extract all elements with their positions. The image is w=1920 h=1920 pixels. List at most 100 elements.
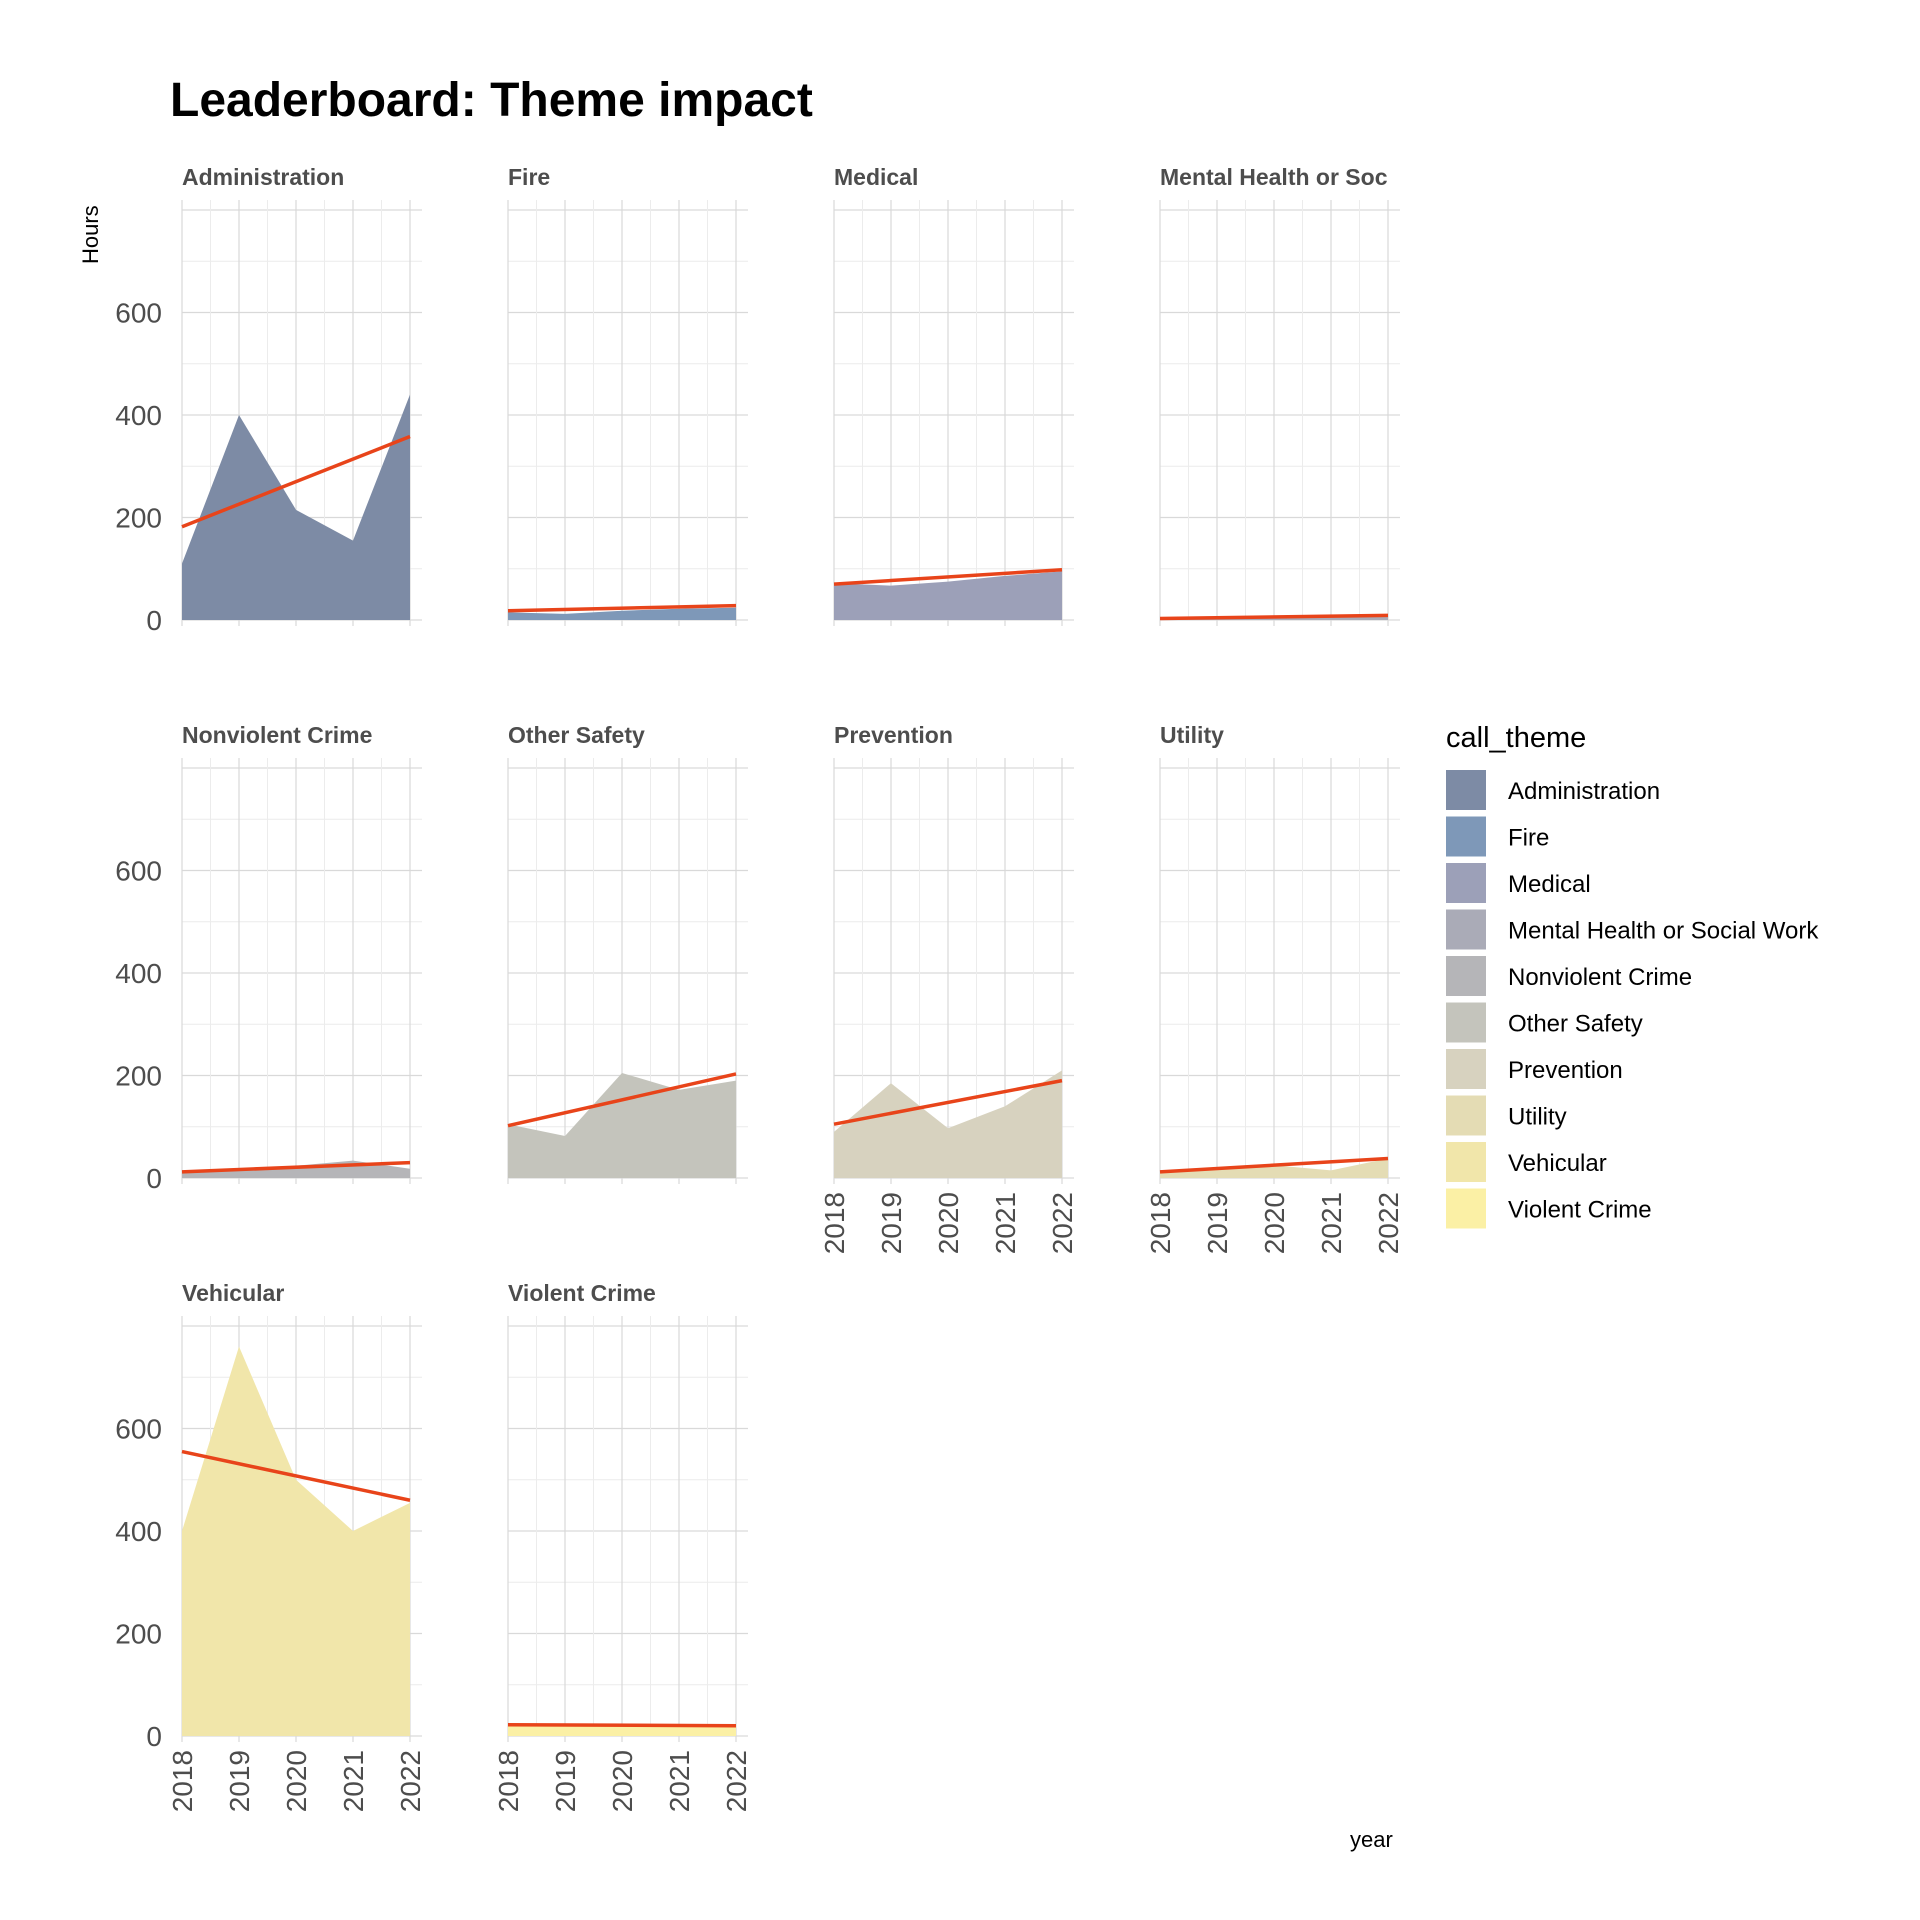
x-tick-label: 2020 [607, 1750, 638, 1812]
facet-panel-prevention: Prevention 2018 2019 2020 2021 2022 [819, 722, 1078, 1254]
facet-strip-label: Violent Crime [508, 1280, 656, 1306]
legend-label: Utility [1508, 1104, 1567, 1131]
x-tick-label: 2018 [819, 1192, 850, 1254]
area-other-safety [508, 1072, 736, 1178]
facet-strip-label: Medical [834, 164, 918, 190]
x-tick-label: 2021 [338, 1750, 369, 1812]
area-vehicular [182, 1346, 410, 1736]
area-fire [508, 607, 736, 620]
x-axis-title: year [1350, 1827, 1393, 1852]
trend-line [1159, 1156, 1389, 1174]
facet-strip-label: Other Safety [508, 722, 645, 748]
legend-swatch [1446, 770, 1486, 810]
legend-title: call_theme [1446, 722, 1586, 754]
legend-swatch [1446, 956, 1486, 996]
legend-label: Administration [1508, 778, 1660, 805]
x-tick-label: 2018 [1145, 1192, 1176, 1254]
x-tick-label: 2019 [876, 1192, 907, 1254]
y-tick-label: 0 [146, 1163, 162, 1194]
legend-item-violent-crime: Violent Crime [1446, 1188, 1652, 1229]
legend-item-utility: Utility [1446, 1095, 1567, 1136]
area-violent-crime [508, 1724, 736, 1736]
trend-line [507, 603, 737, 613]
area-administration [182, 394, 410, 620]
y-tick-label: 0 [146, 605, 162, 636]
x-tick-label: 2021 [990, 1192, 1021, 1254]
facet-panel-violent-crime: Violent Crime 2018 2019 2020 2021 2022 [493, 1280, 752, 1812]
y-tick-label: 400 [115, 1516, 162, 1547]
trend-line [833, 1078, 1063, 1126]
x-tick-label: 2021 [664, 1750, 695, 1812]
legend-label: Fire [1508, 825, 1549, 852]
facet-panel-medical: Medical [833, 164, 1074, 626]
facet-strip-label: Fire [508, 164, 550, 190]
facet-strip-label: Prevention [834, 722, 953, 748]
legend-item-administration: Administration [1446, 770, 1660, 810]
area-prevention [834, 1070, 1062, 1178]
facet-panel-mental-health-or-social-work: Mental Health or Soc [1159, 164, 1400, 626]
x-tick-label: 2022 [721, 1750, 752, 1812]
legend-item-prevention: Prevention [1446, 1049, 1623, 1089]
facet-panel-vehicular: Vehicular 0 200 400 600 2018 2019 2020 2021 2022 [115, 1280, 426, 1812]
x-tick-label: 2020 [1259, 1192, 1290, 1254]
area-medical [834, 571, 1062, 620]
legend-swatch [1446, 1142, 1486, 1182]
trend-line [507, 1722, 737, 1728]
legend-item-nonviolent-crime: Nonviolent Crime [1446, 956, 1692, 996]
y-tick-label: 200 [115, 1061, 162, 1092]
legend-item-fire: Fire [1446, 816, 1549, 857]
chart-title: Leaderboard: Theme impact [170, 74, 813, 127]
legend-swatch [1446, 816, 1486, 857]
y-tick-label: 400 [115, 400, 162, 431]
legend-swatch [1446, 863, 1486, 903]
x-tick-label: 2022 [395, 1750, 426, 1812]
trend-line [1159, 613, 1389, 621]
legend-label: Mental Health or Social Work [1508, 918, 1819, 945]
facet-strip-label: Administration [182, 164, 344, 190]
facet-panel-utility: Utility 2018 2019 2020 2021 2022 [1145, 722, 1404, 1254]
x-tick-label: 2020 [281, 1750, 312, 1812]
trend-line [833, 568, 1063, 586]
trend-line [507, 1072, 737, 1128]
trend-line [181, 1160, 411, 1174]
trend-line [181, 434, 411, 529]
legend-swatch [1446, 1188, 1486, 1229]
x-tick-label: 2019 [224, 1750, 255, 1812]
y-tick-label: 200 [115, 503, 162, 534]
facet-strip-label: Utility [1160, 722, 1224, 748]
y-tick-label: 0 [146, 1721, 162, 1752]
facet-strip-label: Nonviolent Crime [182, 722, 372, 748]
legend-label: Nonviolent Crime [1508, 964, 1692, 991]
y-tick-label: 400 [115, 958, 162, 989]
facet-strip-label: Vehicular [182, 1280, 284, 1306]
x-tick-label: 2019 [1202, 1192, 1233, 1254]
legend-item-other-safety: Other Safety [1446, 1002, 1643, 1043]
facet-panel-administration: Administration 0 200 400 600 [115, 164, 422, 636]
legend: call_theme Administration Fire Medical Ment… [1446, 722, 1819, 1229]
facet-panel-other-safety: Other Safety [507, 722, 748, 1184]
y-tick-label: 600 [115, 1414, 162, 1445]
x-tick-label: 2022 [1047, 1192, 1078, 1254]
legend-label: Vehicular [1508, 1150, 1607, 1177]
legend-label: Violent Crime [1508, 1197, 1652, 1224]
x-tick-label: 2019 [550, 1750, 581, 1812]
legend-item-medical: Medical [1446, 863, 1591, 903]
legend-swatch [1446, 1049, 1486, 1089]
y-tick-label: 200 [115, 1619, 162, 1650]
y-tick-label: 600 [115, 298, 162, 329]
facet-panel-nonviolent-crime: Nonviolent Crime 0 200 400 600 [115, 722, 422, 1194]
legend-item-vehicular: Vehicular [1446, 1142, 1607, 1182]
facet-panels: Administration 0 200 400 600 Fire Medical Menta… [115, 164, 1404, 1812]
legend-swatch [1446, 909, 1486, 950]
legend-swatch [1446, 1002, 1486, 1043]
facet-panel-fire: Fire [507, 164, 748, 626]
legend-label: Medical [1508, 871, 1591, 898]
area-utility [1160, 1158, 1388, 1178]
y-axis-title: Hours [78, 205, 103, 264]
legend-label: Other Safety [1508, 1011, 1643, 1038]
x-tick-label: 2021 [1316, 1192, 1347, 1254]
legend-swatch [1446, 1095, 1486, 1136]
legend-item-mental-health-or-social-work: Mental Health or Social Work [1446, 909, 1819, 950]
x-tick-label: 2020 [933, 1192, 964, 1254]
legend-label: Prevention [1508, 1057, 1623, 1084]
